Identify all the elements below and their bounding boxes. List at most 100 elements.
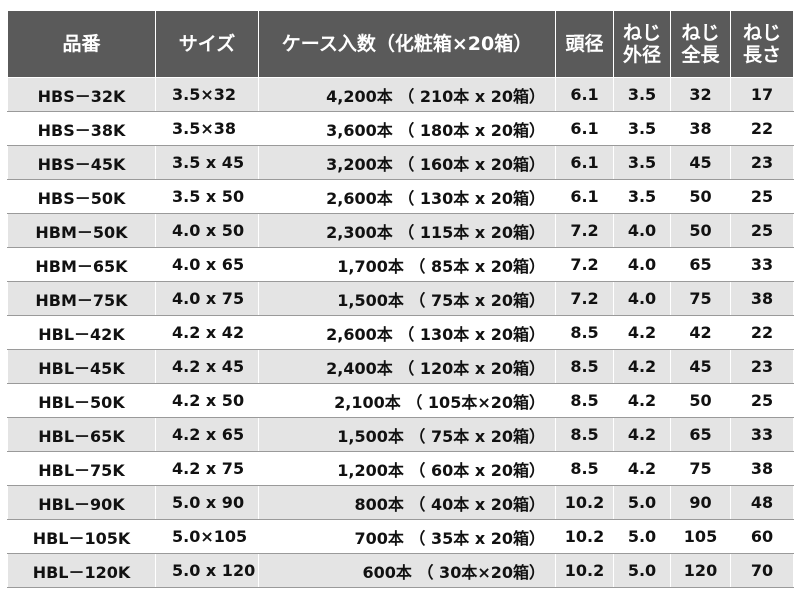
header-size: サイズ (155, 10, 259, 78)
header-case: ケース入数（化粧箱×20箱） (258, 10, 556, 78)
cell-total: 50 (670, 179, 731, 214)
header-total-line1: ねじ (681, 22, 720, 44)
cell-outer: 4.2 (613, 383, 671, 418)
cell-outer: 3.5 (613, 77, 671, 112)
table-row: HBS－32K 3.5×32 4,200本 （ 210本 x 20箱） 6.1 … (7, 77, 794, 112)
cell-code: HBL－105K (7, 519, 156, 554)
cell-total: 120 (670, 553, 731, 588)
cell-thread: 25 (730, 179, 794, 214)
table-row: HBL－90K 5.0 x 90 800本 （ 40本 x 20箱） 10.2 … (7, 485, 794, 520)
cell-case: 600本 （ 30本×20箱） (258, 553, 556, 588)
header-outer-line1: ねじ (622, 22, 661, 44)
header-total-line2: 全長 (681, 44, 720, 66)
header-outer: ねじ 外径 (613, 10, 671, 78)
table-row: HBL－42K 4.2 x 42 2,600本 （ 130本 x 20箱） 8.… (7, 315, 794, 350)
cell-case: 1,200本 （ 60本 x 20箱） (258, 451, 556, 486)
cell-code: HBS－32K (7, 77, 156, 112)
cell-case: 700本 （ 35本 x 20箱） (258, 519, 556, 554)
cell-case: 3,200本 （ 160本 x 20箱） (258, 145, 556, 180)
table-row: HBM－65K 4.0 x 65 1,700本 （ 85本 x 20箱） 7.2… (7, 247, 794, 282)
cell-size: 5.0 x 90 (155, 485, 259, 520)
cell-total: 42 (670, 315, 731, 350)
cell-head: 7.2 (555, 247, 614, 282)
cell-total: 45 (670, 145, 731, 180)
cell-head: 8.5 (555, 315, 614, 350)
cell-size: 4.2 x 50 (155, 383, 259, 418)
cell-head: 6.1 (555, 179, 614, 214)
cell-outer: 4.0 (613, 247, 671, 282)
cell-size: 4.2 x 45 (155, 349, 259, 384)
table-row: HBL－75K 4.2 x 75 1,200本 （ 60本 x 20箱） 8.5… (7, 451, 794, 486)
cell-thread: 33 (730, 247, 794, 282)
cell-total: 38 (670, 111, 731, 146)
cell-code: HBL－65K (7, 417, 156, 452)
cell-case: 1,700本 （ 85本 x 20箱） (258, 247, 556, 282)
cell-total: 65 (670, 417, 731, 452)
cell-total: 32 (670, 77, 731, 112)
table-row: HBL－65K 4.2 x 65 1,500本 （ 75本 x 20箱） 8.5… (7, 417, 794, 452)
header-code: 品番 (7, 10, 156, 78)
table-row: HBL－105K 5.0×105 700本 （ 35本 x 20箱） 10.2 … (7, 519, 794, 554)
cell-code: HBM－65K (7, 247, 156, 282)
cell-case: 3,600本 （ 180本 x 20箱） (258, 111, 556, 146)
cell-outer: 4.0 (613, 213, 671, 248)
cell-outer: 4.2 (613, 349, 671, 384)
cell-total: 90 (670, 485, 731, 520)
cell-case: 2,400本 （ 120本 x 20箱） (258, 349, 556, 384)
cell-thread: 25 (730, 383, 794, 418)
cell-thread: 38 (730, 281, 794, 316)
cell-outer: 4.2 (613, 315, 671, 350)
cell-total: 105 (670, 519, 731, 554)
header-thread: ねじ 長さ (730, 10, 794, 78)
cell-total: 45 (670, 349, 731, 384)
cell-case: 2,600本 （ 130本 x 20箱） (258, 315, 556, 350)
cell-code: HBL－45K (7, 349, 156, 384)
cell-outer: 4.2 (613, 417, 671, 452)
cell-head: 10.2 (555, 485, 614, 520)
cell-code: HBS－45K (7, 145, 156, 180)
cell-total: 50 (670, 383, 731, 418)
cell-thread: 60 (730, 519, 794, 554)
cell-size: 4.2 x 42 (155, 315, 259, 350)
table-row: HBS－38K 3.5×38 3,600本 （ 180本 x 20箱） 6.1 … (7, 111, 794, 146)
cell-outer: 3.5 (613, 111, 671, 146)
cell-case: 2,300本 （ 115本 x 20箱） (258, 213, 556, 248)
cell-total: 75 (670, 281, 731, 316)
cell-thread: 23 (730, 349, 794, 384)
cell-thread: 25 (730, 213, 794, 248)
cell-outer: 4.0 (613, 281, 671, 316)
cell-size: 3.5 x 45 (155, 145, 259, 180)
table-body: HBS－32K 3.5×32 4,200本 （ 210本 x 20箱） 6.1 … (7, 77, 794, 588)
cell-outer: 4.2 (613, 451, 671, 486)
cell-code: HBL－120K (7, 553, 156, 588)
table-row: HBL－50K 4.2 x 50 2,100本 （ 105本×20箱） 8.5 … (7, 383, 794, 418)
header-total: ねじ 全長 (670, 10, 731, 78)
cell-case: 2,100本 （ 105本×20箱） (258, 383, 556, 418)
cell-code: HBS－38K (7, 111, 156, 146)
cell-head: 8.5 (555, 349, 614, 384)
cell-size: 5.0×105 (155, 519, 259, 554)
cell-head: 8.5 (555, 417, 614, 452)
cell-thread: 17 (730, 77, 794, 112)
cell-head: 10.2 (555, 519, 614, 554)
cell-head: 8.5 (555, 383, 614, 418)
header-thread-line2: 長さ (742, 44, 781, 66)
cell-size: 4.0 x 65 (155, 247, 259, 282)
cell-head: 6.1 (555, 145, 614, 180)
cell-outer: 5.0 (613, 485, 671, 520)
cell-thread: 33 (730, 417, 794, 452)
cell-size: 4.2 x 75 (155, 451, 259, 486)
cell-size: 4.0 x 75 (155, 281, 259, 316)
spec-table: 品番 サイズ ケース入数（化粧箱×20箱） 頭径 ねじ 外径 ねじ 全長 ねじ 長さ … (7, 10, 794, 588)
cell-case: 1,500本 （ 75本 x 20箱） (258, 417, 556, 452)
cell-head: 7.2 (555, 281, 614, 316)
cell-size: 4.2 x 65 (155, 417, 259, 452)
cell-code: HBM－75K (7, 281, 156, 316)
cell-case: 800本 （ 40本 x 20箱） (258, 485, 556, 520)
cell-size: 3.5×32 (155, 77, 259, 112)
cell-total: 50 (670, 213, 731, 248)
header-row: 品番 サイズ ケース入数（化粧箱×20箱） 頭径 ねじ 外径 ねじ 全長 ねじ 長さ (7, 10, 794, 78)
cell-thread: 48 (730, 485, 794, 520)
cell-outer: 3.5 (613, 145, 671, 180)
cell-thread: 70 (730, 553, 794, 588)
